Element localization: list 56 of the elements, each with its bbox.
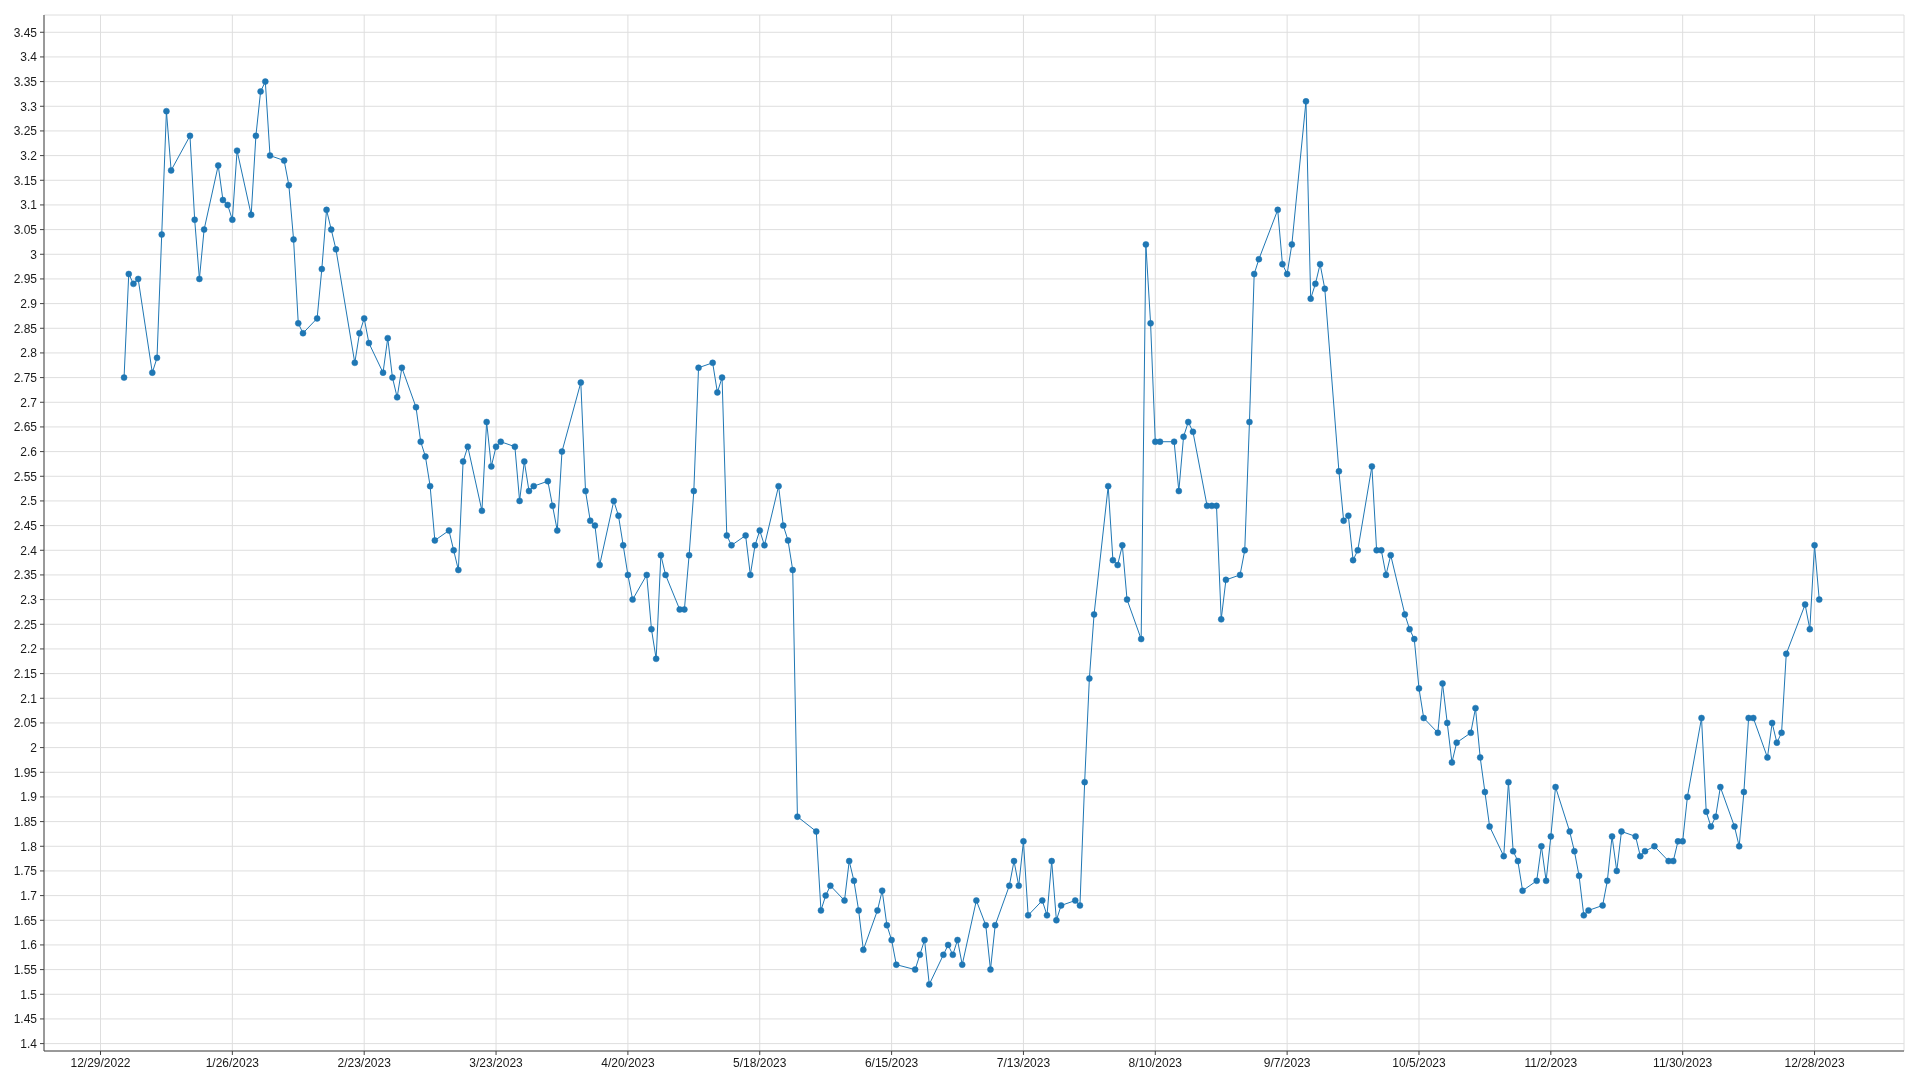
y-tick-label: 1.5 xyxy=(20,987,38,1002)
x-tick-label: 1/26/2023 xyxy=(205,1055,260,1070)
x-tick-label: 12/28/2023 xyxy=(1784,1055,1845,1070)
y-tick-label: 2.7 xyxy=(20,395,38,410)
y-tick-label: 1.55 xyxy=(13,962,38,977)
x-tick-label: 2/23/2023 xyxy=(337,1055,392,1070)
y-tick-label: 3.4 xyxy=(20,50,38,65)
x-tick-label: 8/10/2023 xyxy=(1128,1055,1183,1070)
y-tick-label: 3.05 xyxy=(13,222,38,237)
y-tick-label: 1.6 xyxy=(20,938,38,953)
y-tick-label: 2.75 xyxy=(13,370,38,385)
y-tick-label: 2.4 xyxy=(20,543,38,558)
y-tick-label: 1.4 xyxy=(20,1036,38,1051)
x-tick-label: 12/29/2022 xyxy=(70,1055,131,1070)
y-tick-label: 3.35 xyxy=(13,74,38,89)
y-tick-label: 2.5 xyxy=(20,494,38,509)
x-tick-label: 7/13/2023 xyxy=(996,1055,1051,1070)
y-tick-label: 2.3 xyxy=(20,592,38,607)
y-tick-label: 1.95 xyxy=(13,765,38,780)
y-tick-label: 2.45 xyxy=(13,518,38,533)
y-tick-label: 2.25 xyxy=(13,617,38,632)
y-tick-label: 3.15 xyxy=(13,173,38,188)
y-tick-label: 2.95 xyxy=(13,272,38,287)
y-tick-label: 2.85 xyxy=(13,321,38,336)
x-tick-label: 5/18/2023 xyxy=(733,1055,787,1070)
y-tick-label: 2 xyxy=(30,740,38,755)
y-tick-label: 2.1 xyxy=(20,691,38,706)
y-tick-label: 2.65 xyxy=(13,420,38,435)
y-tick-label: 2.8 xyxy=(20,346,38,361)
y-tick-label: 3.45 xyxy=(13,25,38,40)
y-tick-label: 1.45 xyxy=(13,1012,38,1027)
y-tick-label: 2.15 xyxy=(13,666,38,681)
y-tick-label: 3.2 xyxy=(20,148,38,163)
y-tick-label: 1.75 xyxy=(13,864,38,879)
y-tick-label: 2.6 xyxy=(20,444,38,459)
y-tick-label: 3.25 xyxy=(13,124,38,139)
y-tick-label: 3 xyxy=(30,247,38,262)
x-tick-label: 11/30/2023 xyxy=(1653,1055,1713,1070)
y-tick-label: 1.7 xyxy=(20,888,38,903)
y-tick-label: 1.85 xyxy=(13,814,38,829)
y-tick-label: 1.8 xyxy=(20,839,38,854)
y-tick-label: 2.35 xyxy=(13,568,38,583)
x-tick-label: 9/7/2023 xyxy=(1263,1055,1311,1070)
y-tick-label: 3.3 xyxy=(20,99,38,114)
x-tick-label: 10/5/2023 xyxy=(1392,1055,1446,1070)
x-tick-label: 4/20/2023 xyxy=(601,1055,655,1070)
y-tick-label: 2.05 xyxy=(13,716,38,731)
y-tick-label: 1.9 xyxy=(20,790,38,805)
y-tick-label: 1.65 xyxy=(13,913,38,928)
x-tick-label: 11/2/2023 xyxy=(1524,1055,1578,1070)
y-tick-label: 2.2 xyxy=(20,642,38,657)
x-tick-label: 6/15/2023 xyxy=(864,1055,919,1070)
y-tick-label: 2.9 xyxy=(20,296,38,311)
x-tick-label: 3/23/2023 xyxy=(469,1055,524,1070)
y-tick-label: 3.1 xyxy=(20,198,38,213)
y-tick-label: 2.55 xyxy=(13,469,38,484)
